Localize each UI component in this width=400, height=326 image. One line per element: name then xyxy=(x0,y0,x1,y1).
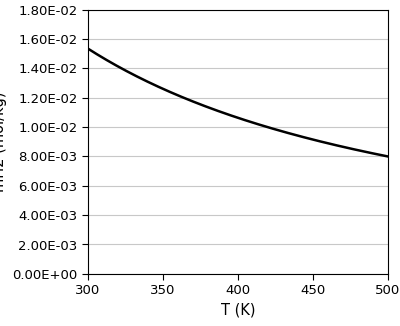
Y-axis label: mH2 (mol/kg): mH2 (mol/kg) xyxy=(0,92,7,192)
X-axis label: T (K): T (K) xyxy=(221,303,255,318)
